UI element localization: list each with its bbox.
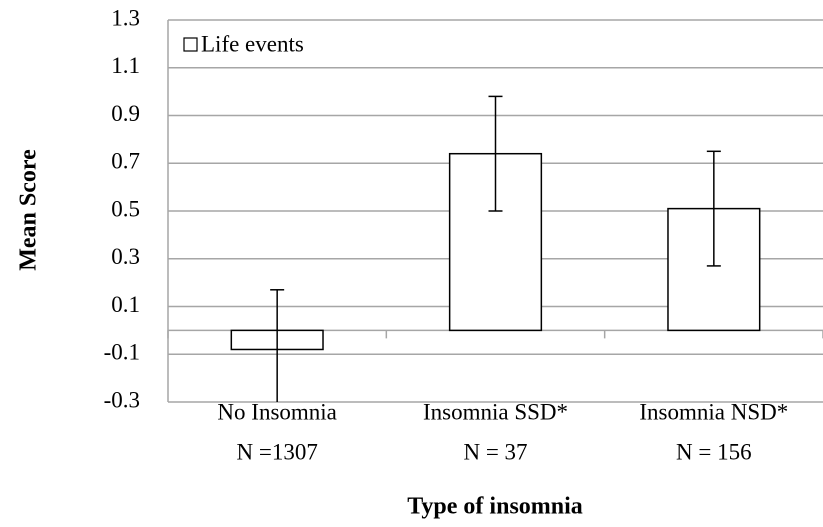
error-bar [706,150,721,267]
y-tick-label: 0.7 [111,149,140,174]
error-bar [488,95,503,212]
x-tick-label: No Insomnia [217,399,336,424]
x-tick-label: N = 156 [676,439,752,464]
y-tick-label: 0.5 [111,196,140,221]
x-tick-label: Insomnia NSD* [639,399,788,424]
y-axis-label: Mean Score [16,149,42,271]
x-tick-label: N = 37 [463,439,527,464]
x-tick-label: Insomnia SSD* [423,399,568,424]
y-tick-label: 1.1 [111,53,140,78]
legend-label: Life events [201,31,304,56]
error-bar [270,289,285,402]
y-tick-label: -0.3 [104,387,140,412]
y-tick-label: -0.1 [104,340,140,365]
y-tick-label: 1.3 [111,5,140,30]
y-tick-label: 0.1 [111,292,140,317]
y-tick-label: 0.9 [111,101,140,126]
x-tick-label: N =1307 [236,439,317,464]
x-axis-label: Type of insomnia [407,494,583,520]
legend-swatch [183,37,198,52]
y-tick-label: 0.3 [111,244,140,269]
